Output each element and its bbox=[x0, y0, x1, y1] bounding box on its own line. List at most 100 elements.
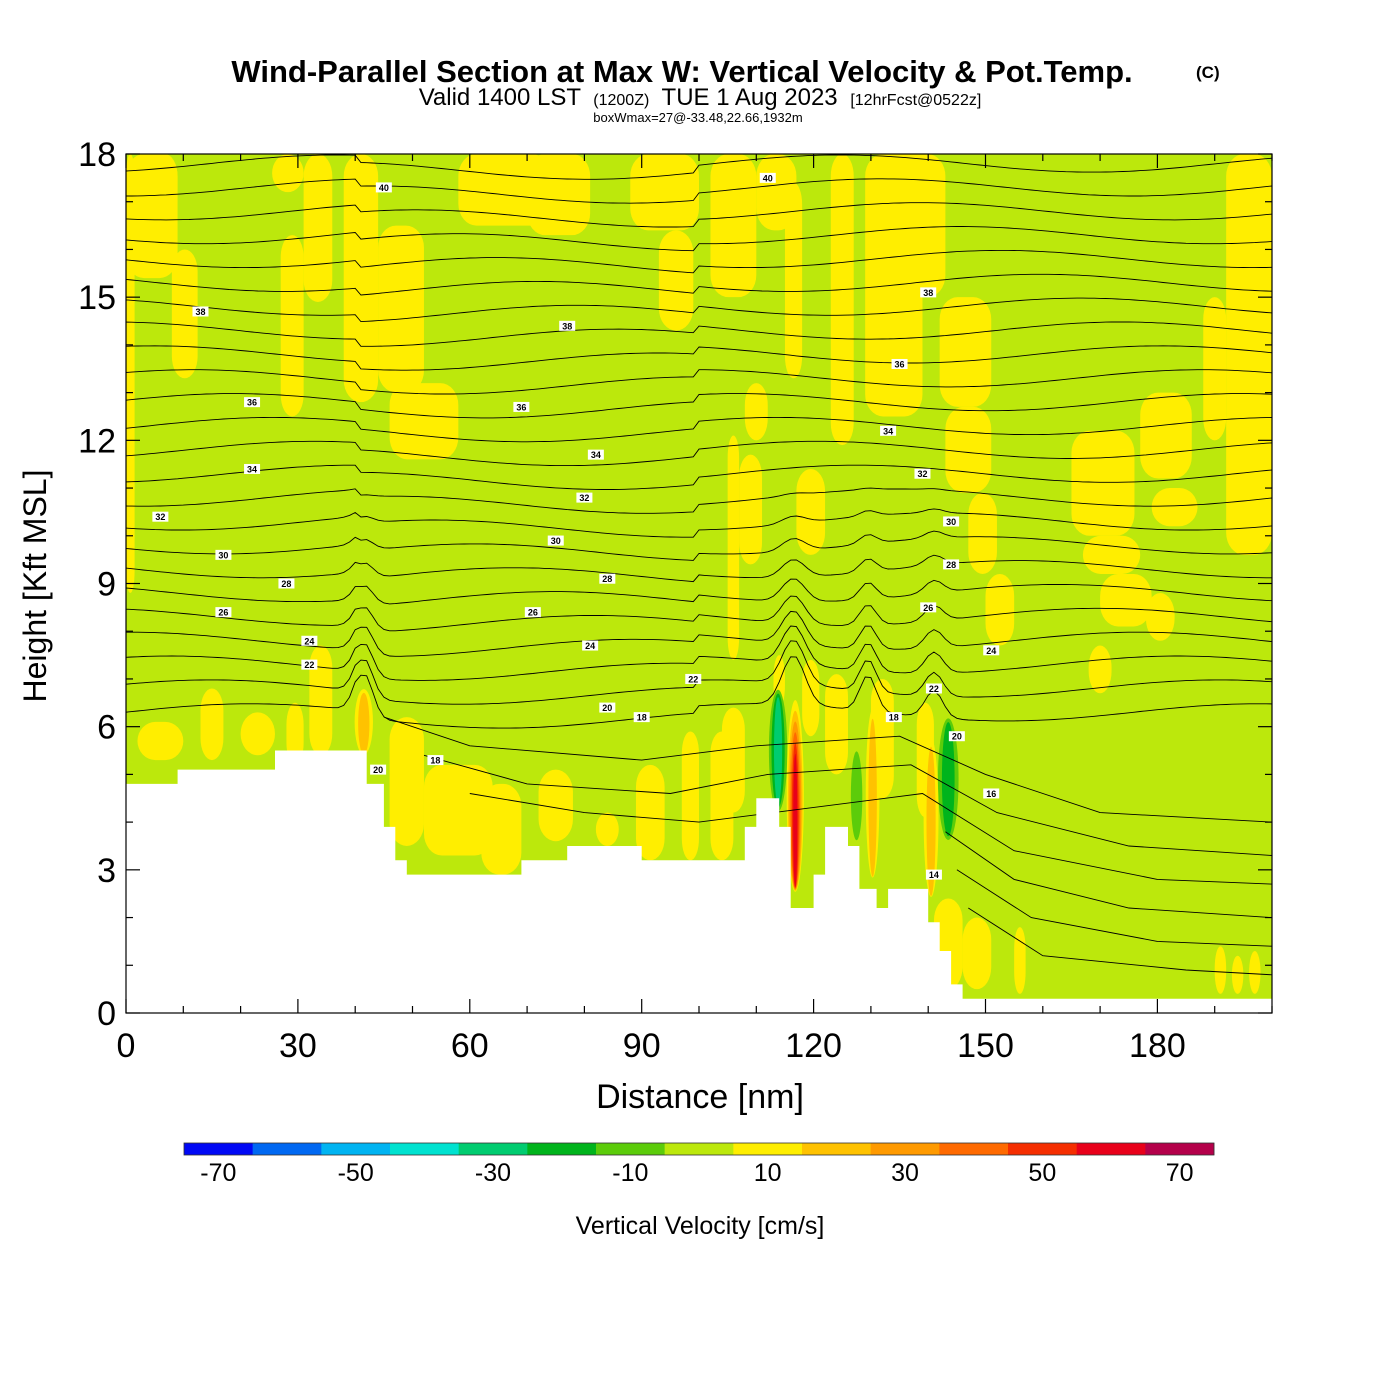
theta-label-bg bbox=[244, 463, 261, 474]
w-weak-updraft-region bbox=[710, 154, 757, 298]
theta-label-text: 26 bbox=[923, 603, 933, 613]
w-weak-updraft-region bbox=[481, 783, 522, 875]
w-weak-updraft-region bbox=[744, 383, 768, 441]
theta-label-text: 38 bbox=[195, 307, 205, 317]
colorbar-tick-label: 10 bbox=[754, 1159, 782, 1187]
theta-label-bg bbox=[920, 287, 937, 298]
w-updraft-core bbox=[868, 718, 877, 877]
theta-label-bg bbox=[215, 549, 232, 560]
theta-label-bg bbox=[278, 578, 295, 589]
theta-contour-label: 20 bbox=[370, 764, 387, 775]
theta-label-bg bbox=[891, 358, 908, 369]
theta-label-text: 32 bbox=[155, 512, 165, 522]
colorbar-tick-label: -70 bbox=[200, 1159, 236, 1187]
theta-label-text: 24 bbox=[304, 636, 314, 646]
theta-label-text: 40 bbox=[763, 173, 773, 183]
w-weak-updraft-region bbox=[658, 230, 694, 331]
theta-contour-line bbox=[945, 831, 1272, 919]
x-tick-label: 60 bbox=[451, 1027, 489, 1065]
w-weak-updraft-region bbox=[945, 406, 992, 493]
theta-label-bg bbox=[152, 511, 169, 522]
theta-contour-line bbox=[383, 716, 1272, 823]
theta-contour-label: 18 bbox=[885, 712, 902, 723]
w-weak-updraft-region bbox=[962, 917, 992, 990]
colorbar-swatch bbox=[1076, 1143, 1146, 1155]
colorbar-swatch bbox=[321, 1143, 391, 1155]
theta-contour-label: 28 bbox=[943, 559, 960, 570]
w-weak-updraft-region bbox=[1088, 645, 1112, 694]
colorbar-swatch bbox=[870, 1143, 940, 1155]
theta-label-text: 22 bbox=[929, 684, 939, 694]
w-updraft-core bbox=[358, 692, 370, 755]
colorbar-tick-label: -30 bbox=[475, 1159, 511, 1187]
theta-label-text: 32 bbox=[917, 469, 927, 479]
theta-label-bg bbox=[524, 607, 541, 618]
theta-contour-line bbox=[423, 754, 1272, 856]
theta-contour-label: 22 bbox=[301, 659, 318, 670]
w-downdraft-core bbox=[773, 697, 783, 804]
terrain-mask bbox=[126, 750, 1272, 1013]
theta-label-text: 28 bbox=[281, 579, 291, 589]
theta-label-bg bbox=[983, 645, 1000, 656]
colorbar-tick-label: -50 bbox=[338, 1159, 374, 1187]
theta-contour-label: 26 bbox=[215, 607, 232, 618]
theta-contour-label: 40 bbox=[375, 182, 392, 193]
theta-label-text: 28 bbox=[946, 560, 956, 570]
chart-title-mark: (C) bbox=[1196, 63, 1220, 82]
theta-contour-label: 34 bbox=[587, 449, 604, 460]
theta-contour-label: 32 bbox=[914, 468, 931, 479]
theta-label-bg bbox=[215, 607, 232, 618]
theta-label-bg bbox=[301, 635, 318, 646]
colorbar-tick-label: -10 bbox=[612, 1159, 648, 1187]
theta-contour-line bbox=[126, 154, 1272, 180]
w-weak-updraft-region bbox=[303, 154, 333, 302]
theta-contour-label: 18 bbox=[633, 712, 650, 723]
theta-label-bg bbox=[559, 320, 576, 331]
theta-label-text: 22 bbox=[688, 674, 698, 684]
theta-contour-label: 36 bbox=[244, 397, 261, 408]
theta-label-bg bbox=[547, 535, 564, 546]
colorbar: -70 -50 -30 -10 10 30 50 70 bbox=[183, 1142, 1215, 1187]
y-tick-label: 3 bbox=[97, 852, 116, 890]
theta-label-text: 34 bbox=[247, 464, 257, 474]
w-weak-updraft-region bbox=[200, 688, 224, 761]
theta-contour-line bbox=[469, 793, 1272, 885]
theta-contour-line bbox=[126, 416, 1272, 443]
theta-contour-label: 28 bbox=[599, 573, 616, 584]
theta-label-bg bbox=[920, 602, 937, 613]
w-weak-updraft-region bbox=[378, 225, 424, 393]
w-weak-updraft-region bbox=[423, 764, 493, 856]
subtitle-date: TUE 1 Aug 2023 bbox=[662, 84, 838, 111]
theta-contour-label: 14 bbox=[925, 869, 942, 880]
theta-contour-line bbox=[126, 273, 1272, 296]
theta-label-bg bbox=[513, 401, 530, 412]
w-updraft-core bbox=[926, 746, 936, 897]
theta-contour-line bbox=[126, 178, 1272, 204]
w-weak-updraft-region bbox=[796, 468, 826, 555]
theta-contour-label: 32 bbox=[152, 511, 169, 522]
theta-contour-label: 36 bbox=[891, 358, 908, 369]
theta-label-text: 34 bbox=[591, 450, 601, 460]
theta-label-bg bbox=[685, 673, 702, 684]
w-weak-updraft-region bbox=[1226, 154, 1272, 555]
theta-label-text: 28 bbox=[602, 574, 612, 584]
theta-contour-line bbox=[126, 487, 1272, 514]
theta-label-bg bbox=[192, 306, 209, 317]
w-weak-updraft-region bbox=[1151, 488, 1198, 527]
theta-label-bg bbox=[633, 712, 650, 723]
theta-contour-label: 32 bbox=[576, 492, 593, 503]
colorbar-swatch bbox=[252, 1143, 322, 1155]
colorbar-title: Vertical Velocity [cm/s] bbox=[576, 1212, 825, 1240]
theta-contour-label: 38 bbox=[920, 287, 937, 298]
theta-label-text: 18 bbox=[637, 713, 647, 723]
theta-contour-line bbox=[126, 369, 1272, 395]
w-weak-updraft-region bbox=[784, 182, 803, 379]
w-weak-updraft-region bbox=[1100, 573, 1152, 627]
w-weak-updraft-region bbox=[1071, 430, 1135, 536]
theta-label-bg bbox=[587, 449, 604, 460]
theta-contour-label: 24 bbox=[301, 635, 318, 646]
w-weak-updraft-region bbox=[830, 154, 854, 446]
